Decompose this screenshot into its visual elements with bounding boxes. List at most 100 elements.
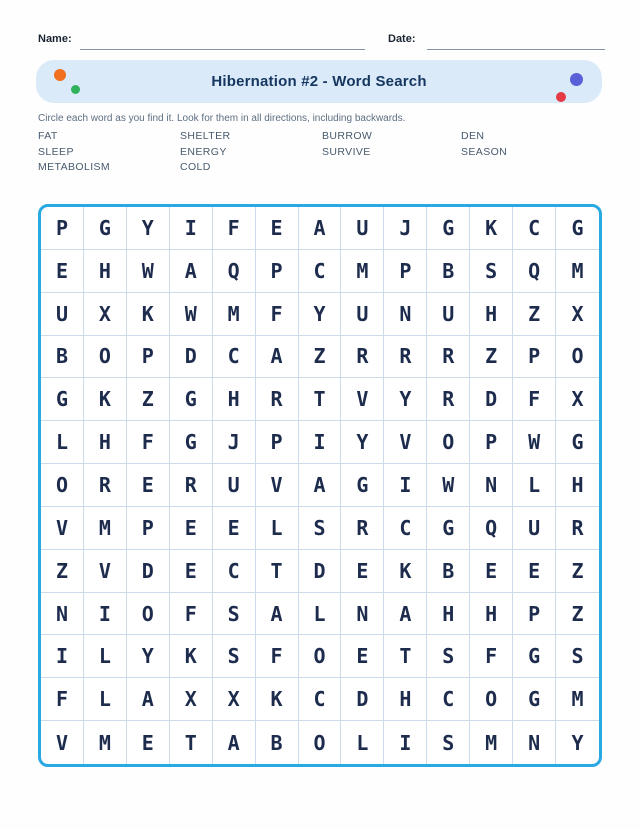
date-label: Date: — [388, 33, 416, 45]
grid-cell-r5c4: G — [169, 378, 213, 422]
grid-cell-r1c1: P — [41, 207, 84, 250]
word-item: METABOLISM — [38, 161, 111, 173]
grid-cell-r10c9: A — [384, 592, 428, 636]
grid-cell-r13c7: O — [299, 721, 342, 764]
grid-cell-r4c3: P — [126, 335, 170, 379]
word-item: FAT — [38, 130, 58, 142]
grid-cell-r9c7: D — [298, 549, 342, 593]
name-input-line[interactable] — [80, 34, 365, 50]
grid-cell-r2c1: E — [41, 249, 84, 293]
grid-cell-r8c3: P — [126, 506, 170, 550]
grid-cell-r2c5: Q — [212, 249, 256, 293]
grid-cell-r3c7: Y — [298, 292, 342, 336]
word-column-3: BURROW SURVIVE — [322, 129, 461, 176]
grid-cell-r6c1: L — [41, 421, 84, 465]
grid-cell-r6c9: V — [384, 421, 428, 465]
grid-cell-r3c10: U — [427, 292, 471, 336]
grid-cell-r8c12: U — [513, 506, 557, 550]
grid-cell-r4c4: D — [169, 335, 213, 379]
grid-cell-r5c6: R — [255, 378, 299, 422]
grid-cell-r8c4: E — [169, 506, 213, 550]
grid-cell-r9c6: T — [255, 549, 299, 593]
grid-cell-r1c10: G — [427, 207, 471, 250]
grid-cell-r2c13: M — [556, 250, 599, 293]
grid-cell-r5c12: F — [513, 378, 557, 422]
grid-cell-r6c11: P — [470, 421, 514, 465]
grid-cell-r4c12: P — [513, 335, 557, 379]
grid-cell-r6c3: F — [126, 421, 170, 465]
grid-cell-r11c5: S — [212, 635, 256, 679]
grid-cell-r8c6: L — [255, 506, 299, 550]
date-input-line[interactable] — [427, 34, 605, 50]
grid-cell-r7c5: U — [212, 464, 256, 507]
grid-cell-r5c1: G — [41, 378, 84, 422]
grid-cell-r12c6: K — [255, 678, 299, 722]
decor-dot-indigo — [570, 73, 583, 86]
grid-cell-r13c8: L — [341, 721, 385, 764]
grid-cell-r9c11: E — [470, 549, 514, 593]
grid-cell-r11c13: S — [556, 635, 599, 679]
grid-cell-r8c9: C — [384, 506, 428, 550]
grid-cell-r9c13: Z — [556, 550, 599, 593]
grid-cell-r8c1: V — [41, 506, 84, 550]
grid-cell-r2c8: M — [341, 249, 385, 293]
grid-cell-r4c2: O — [83, 335, 127, 379]
word-column-4: DEN SEASON — [461, 129, 602, 176]
grid-cell-r12c3: A — [126, 678, 170, 722]
word-item: DEN — [461, 130, 485, 142]
grid-cell-r3c5: M — [212, 292, 256, 336]
word-item: COLD — [180, 161, 211, 173]
grid-cell-r1c13: G — [556, 207, 599, 250]
grid-cell-r4c6: A — [255, 335, 299, 379]
grid-cell-r1c4: I — [169, 207, 213, 250]
grid-cell-r3c13: X — [556, 293, 599, 336]
grid-cell-r7c9: I — [384, 464, 428, 507]
grid-cell-r7c11: N — [470, 464, 514, 507]
grid-cell-r9c3: D — [126, 549, 170, 593]
grid-cell-r8c10: G — [427, 506, 471, 550]
grid-cell-r5c3: Z — [126, 378, 170, 422]
grid-cell-r11c4: K — [169, 635, 213, 679]
grid-cell-r8c11: Q — [470, 506, 514, 550]
grid-cell-r11c10: S — [427, 635, 471, 679]
word-item: SHELTER — [180, 130, 231, 142]
grid-cell-r10c1: N — [41, 592, 84, 636]
grid-cell-r7c8: G — [341, 464, 385, 507]
grid-cell-r3c12: Z — [513, 292, 557, 336]
grid-cell-r2c6: P — [255, 249, 299, 293]
grid-cell-r3c3: K — [126, 292, 170, 336]
grid-cell-r4c5: C — [212, 335, 256, 379]
grid-cell-r10c11: H — [470, 592, 514, 636]
grid-cell-r6c2: H — [83, 421, 127, 465]
grid-cell-r7c7: A — [298, 464, 342, 507]
grid-cell-r11c9: T — [384, 635, 428, 679]
grid-cell-r2c7: C — [298, 249, 342, 293]
grid-cell-r7c6: V — [255, 464, 299, 507]
grid-cell-r11c7: O — [298, 635, 342, 679]
grid-cell-r5c2: K — [83, 378, 127, 422]
grid-cell-r13c5: A — [213, 721, 256, 764]
grid-cell-r9c8: E — [341, 549, 385, 593]
grid-cell-r13c4: T — [170, 721, 213, 764]
grid-cell-r4c11: Z — [470, 335, 514, 379]
grid-cell-r1c6: E — [255, 207, 299, 250]
grid-cell-r10c13: Z — [556, 593, 599, 636]
grid-cell-r4c1: B — [41, 335, 84, 379]
grid-cell-r11c1: I — [41, 635, 84, 679]
grid-cell-r12c7: C — [298, 678, 342, 722]
grid-cell-r12c9: H — [384, 678, 428, 722]
grid-cell-r9c4: E — [169, 549, 213, 593]
title-banner: Hibernation #2 - Word Search — [36, 60, 602, 103]
grid-cell-r11c8: E — [341, 635, 385, 679]
grid-cell-r4c10: R — [427, 335, 471, 379]
grid-cell-r7c3: E — [126, 464, 170, 507]
grid-cell-r10c4: F — [169, 592, 213, 636]
grid-cell-r8c7: S — [298, 506, 342, 550]
grid-cell-r10c10: H — [427, 592, 471, 636]
grid-cell-r9c12: E — [513, 549, 557, 593]
grid-cell-r1c2: G — [83, 207, 127, 250]
grid-cell-r7c13: H — [556, 464, 599, 507]
decor-dot-red — [556, 92, 566, 102]
grid-cell-r13c1: V — [41, 721, 84, 764]
